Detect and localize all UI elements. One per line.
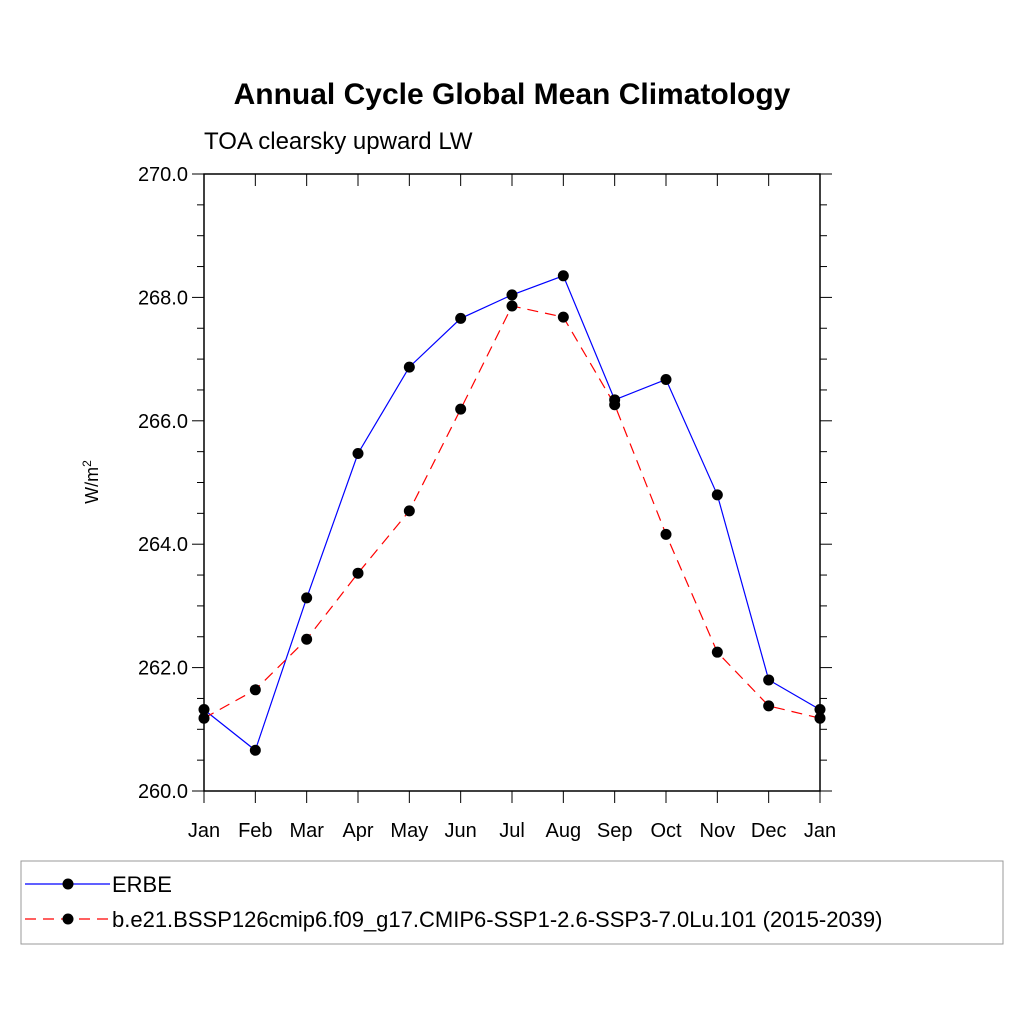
data-point-series-2: [506, 300, 518, 312]
x-tick-label: Sep: [597, 820, 633, 842]
data-point-series-2: [301, 633, 313, 645]
data-point-series-2: [711, 646, 723, 658]
data-point-series-2: [763, 700, 775, 712]
data-point-series-1: [455, 312, 467, 324]
chart-subtitle: TOA clearsky upward LW: [204, 128, 473, 155]
y-tick-label: 266.0: [138, 411, 188, 433]
x-tick-label: Jan: [188, 820, 220, 842]
x-tick-label: Apr: [342, 820, 373, 842]
data-point-series-1: [198, 704, 210, 716]
series-lines: [203, 275, 821, 752]
data-point-series-2: [557, 311, 569, 323]
x-tick-label: Oct: [650, 820, 682, 842]
legend-label-1: ERBE: [112, 872, 172, 897]
x-tick-label: Dec: [751, 820, 787, 842]
x-axis-labels: Jan Feb Mar Apr May Jun Jul Aug Sep Oct Nov Dec Jan: [188, 820, 836, 842]
legend-label-2: b.e21.BSSP126cmip6.f09_g17.CMIP6-SSP1-2.…: [112, 907, 882, 932]
legend-marker-1: [62, 878, 74, 890]
series-line-2: [203, 305, 821, 719]
x-tick-label: Aug: [546, 820, 582, 842]
y-axis-unit: W/m: [82, 467, 102, 504]
series-line-1: [203, 275, 821, 752]
data-point-series-2: [814, 712, 826, 724]
data-point-series-1: [711, 489, 723, 501]
data-point-series-2: [198, 712, 210, 724]
data-point-series-2: [352, 567, 364, 579]
data-point-series-1: [301, 592, 313, 604]
chart-title: Annual Cycle Global Mean Climatology: [234, 78, 791, 111]
series-markers: [198, 270, 826, 756]
y-tick-label: 260.0: [138, 781, 188, 803]
legend-box: [20, 860, 1004, 945]
y-tick-label: 264.0: [138, 534, 188, 556]
data-point-series-1: [249, 744, 261, 756]
data-point-series-2: [609, 399, 621, 411]
y-tick-label: 262.0: [138, 658, 188, 680]
data-point-series-1: [506, 289, 518, 301]
y-axis-title: W/m2: [80, 460, 102, 504]
data-point-series-1: [352, 448, 364, 460]
legend: ERBE b.e21.BSSP126cmip6.f09_g17.CMIP6-SSP…: [20, 860, 1004, 945]
data-point-series-2: [403, 505, 415, 517]
data-point-series-1: [814, 704, 826, 716]
x-tick-label: Jul: [499, 820, 525, 842]
y-axis-unit-exponent: 2: [80, 460, 94, 467]
y-tick-label: 270.0: [138, 164, 188, 186]
data-point-series-1: [403, 361, 415, 373]
x-tick-label: Feb: [238, 820, 272, 842]
y-axis-labels: 260.0 262.0 264.0 266.0 268.0 270.0: [138, 164, 188, 803]
legend-marker-2: [62, 913, 74, 925]
data-point-series-1: [557, 270, 569, 282]
x-tick-label: Jun: [445, 820, 477, 842]
data-point-series-1: [763, 674, 775, 686]
data-point-series-2: [249, 684, 261, 696]
data-point-series-1: [660, 373, 672, 385]
data-point-series-2: [455, 403, 467, 415]
plot-frame: [203, 173, 821, 792]
y-tick-label: 268.0: [138, 287, 188, 309]
data-point-series-2: [660, 528, 672, 540]
x-tick-label: Jan: [804, 820, 836, 842]
x-tick-label: Nov: [700, 820, 736, 842]
x-tick-label: Mar: [289, 820, 324, 842]
x-tick-label: May: [390, 820, 428, 842]
axis-ticks: [192, 173, 832, 803]
